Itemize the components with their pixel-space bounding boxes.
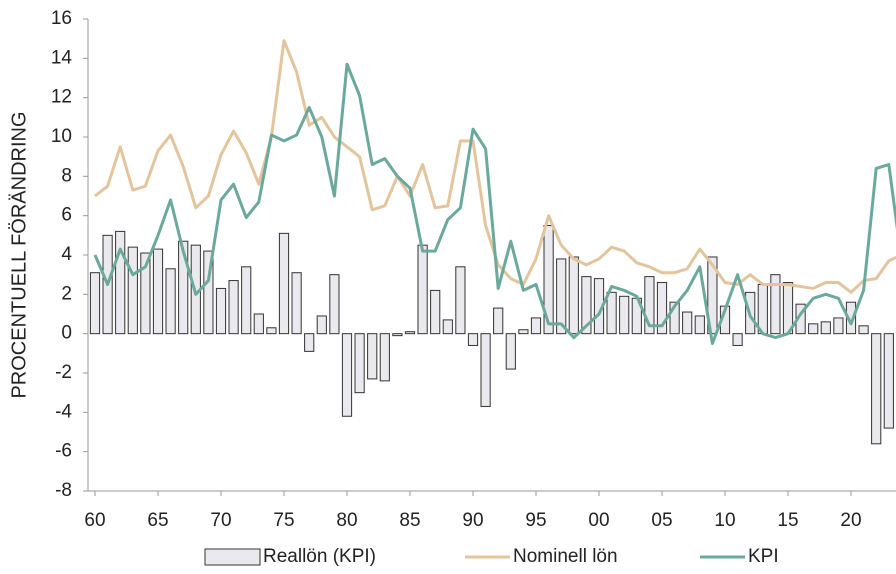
bar [757,284,768,335]
y-tick-label: -6 [55,441,72,462]
bar [669,301,680,335]
legend-label: Nominell lön [513,546,618,567]
bar [329,274,340,335]
bar [341,333,353,417]
x-tick-label: 10 [714,510,735,531]
bar [89,272,101,335]
y-tick-label: 4 [61,244,72,265]
bar [241,266,252,335]
x-tick-label: 00 [588,510,609,531]
y-tick-label: 14 [51,47,73,68]
bar [165,268,176,335]
bar [606,291,617,335]
bar [115,230,126,335]
y-tick-label: -8 [55,480,72,501]
bar [203,250,214,335]
bar [178,240,189,335]
bar [253,313,264,335]
y-tick-label: 16 [51,8,72,29]
bar [556,258,567,335]
bar [379,333,390,382]
bar [808,323,819,335]
bar [442,319,453,335]
bar [656,282,668,335]
y-tick-label: 8 [61,165,72,186]
y-tick-label: 0 [61,323,72,344]
bar [152,248,164,335]
x-tick-label: 05 [651,510,672,531]
bar [467,333,479,346]
x-tick-label: 95 [525,510,546,531]
bar [833,317,844,335]
bar [480,333,491,407]
plot-area [89,39,896,445]
bar [455,266,466,335]
bar [228,280,239,335]
bar [493,307,504,335]
x-tick-label: 75 [273,510,294,531]
bar [732,333,743,346]
y-axis-label: PROCENTUELL FÖRÄNDRING [8,111,30,398]
bar [845,301,857,335]
bar [304,333,315,352]
bar [404,331,416,335]
line [94,39,896,294]
bar [568,256,579,335]
bar [367,333,378,380]
legend-label: Reallön (KPI) [263,546,376,567]
y-tick-label: -2 [55,362,72,383]
bar [505,333,516,370]
bar [392,333,403,337]
x-tick-label: 80 [336,510,357,531]
bar [644,276,655,335]
bar [127,246,138,335]
bar [316,315,327,335]
bar [215,287,227,335]
x-tick-label: 20 [840,510,861,531]
bar [430,289,441,335]
bar [291,272,302,335]
y-tick-label: -4 [55,401,72,422]
bar [530,317,542,335]
legend-swatch [204,548,261,566]
bar [266,327,277,335]
bar [883,333,894,429]
bar [682,311,693,335]
y-tick-label: 6 [61,205,72,226]
x-tick-label: 15 [777,510,798,531]
x-tick-label: 85 [399,510,420,531]
bar [707,256,718,335]
legend-label: KPI [748,546,779,567]
bar [140,252,151,335]
bar [619,295,630,335]
x-tick-label: 65 [147,510,168,531]
bar [871,333,882,445]
bar [354,333,365,394]
y-tick-label: 12 [51,87,72,108]
bar [820,321,831,335]
bar [543,225,554,335]
bar [858,325,869,335]
bar [581,276,592,335]
bar [417,244,428,335]
x-tick-label: 60 [84,510,105,531]
y-tick-label: 10 [51,126,72,147]
x-tick-label: 90 [462,510,483,531]
line [93,62,896,345]
bar [518,329,529,335]
x-tick-label: 70 [210,510,231,531]
bar [278,232,290,335]
bar [694,315,705,335]
y-tick-label: 2 [61,283,72,304]
bar [770,274,781,335]
